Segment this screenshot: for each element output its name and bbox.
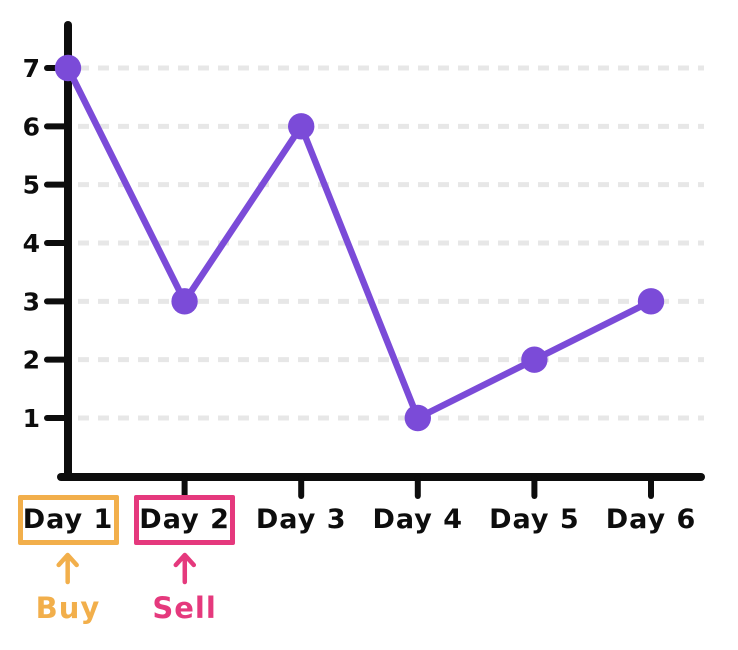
- sell-day-highlight-box: [134, 495, 236, 545]
- x-axis-label-day-3: Day 3: [255, 504, 347, 535]
- x-axis-label-day-5: Day 5: [489, 504, 580, 535]
- x-axis-label-day-4: Day 4: [372, 504, 464, 535]
- y-axis-label: 3: [23, 287, 40, 316]
- y-axis-label: 2: [23, 346, 40, 375]
- x-axis-label-day-1: Day 1: [22, 504, 114, 535]
- data-point-day-1: [54, 54, 82, 82]
- y-axis-label: 4: [23, 229, 40, 258]
- x-axis-label-day-2: Day 2: [139, 504, 230, 535]
- buy-day-highlight-box: [17, 495, 119, 545]
- data-point-day-2: [171, 288, 198, 315]
- sell-label: Sell: [152, 591, 217, 625]
- buy-label: Buy: [35, 591, 101, 625]
- y-axis-label: 1: [23, 404, 40, 433]
- data-point-day-6: [637, 288, 665, 315]
- arrow-up-icon: [56, 552, 80, 585]
- buy-annotation: Buy: [36, 551, 101, 625]
- sell-annotation: Sell: [152, 551, 216, 625]
- price-line: [64, 64, 655, 422]
- x-axis-label-day-6: Day 6: [605, 504, 697, 535]
- y-axis-label: 6: [23, 112, 40, 141]
- data-point-day-3: [288, 113, 315, 140]
- data-point-day-5: [521, 346, 548, 373]
- data-point-day-4: [404, 404, 431, 432]
- arrow-up-icon: [173, 552, 196, 585]
- y-axis-label: 5: [23, 171, 40, 200]
- y-axis-label: 7: [23, 54, 40, 83]
